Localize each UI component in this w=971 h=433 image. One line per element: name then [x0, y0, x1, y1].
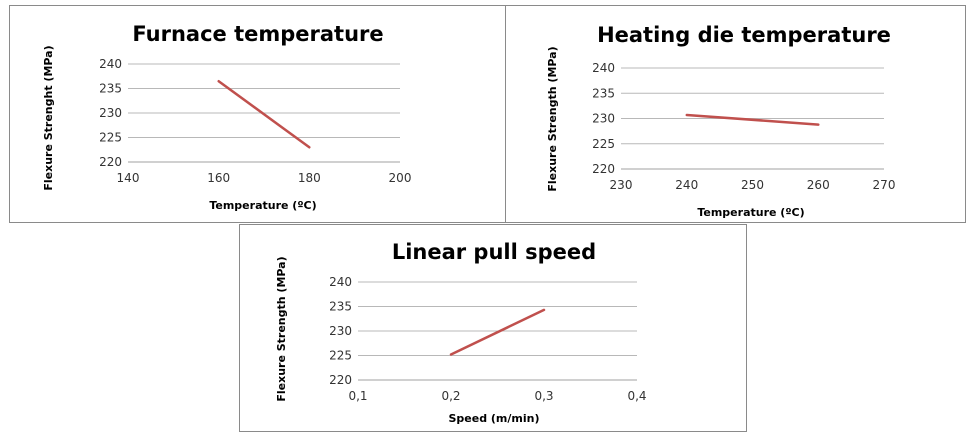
x-tick-label: 250: [741, 178, 764, 192]
y-tick-label: 220: [592, 162, 615, 176]
y-tick-label: 230: [99, 106, 122, 120]
y-tick-label: 240: [99, 57, 122, 71]
x-tick-label: 180: [298, 171, 321, 185]
x-tick-label: 240: [675, 178, 698, 192]
plot-area: 220 225 230 235 240 230 240 250 260 270: [592, 61, 895, 192]
plot-area: 220 225 230 235 240 0,1 0,2 0,3 0,4: [329, 275, 646, 403]
chart-panel-heating-die-temperature: Heating die temperature Flexure Strength…: [505, 5, 966, 223]
x-tick-label: 270: [873, 178, 896, 192]
chart-title: Linear pull speed: [392, 240, 596, 264]
x-axis-label: Temperature (ºC): [697, 206, 804, 219]
y-tick-label: 220: [329, 373, 352, 387]
x-tick-label: 0,4: [627, 389, 646, 403]
y-tick-label: 240: [592, 61, 615, 75]
chart-panel-furnace-temperature: Furnace temperature Flexure Strenght (MP…: [9, 5, 506, 223]
y-tick-label: 230: [329, 324, 352, 338]
x-tick-label: 0,1: [348, 389, 367, 403]
chart-panel-linear-pull-speed: Linear pull speed Flexure Strength (MPa)…: [239, 224, 747, 432]
chart-linear-pull-speed: Linear pull speed Flexure Strength (MPa)…: [275, 240, 647, 425]
series-line: [685, 113, 820, 126]
y-tick-label: 240: [329, 275, 352, 289]
y-tick-label: 225: [592, 137, 615, 151]
chart-title: Furnace temperature: [132, 22, 383, 46]
y-tick-label: 235: [329, 300, 352, 314]
series-line: [217, 79, 311, 149]
x-tick-label: 230: [610, 178, 633, 192]
x-tick-label: 140: [117, 171, 140, 185]
x-axis-label: Temperature (ºC): [209, 199, 316, 212]
chart-furnace-temperature: Furnace temperature Flexure Strenght (MP…: [42, 22, 411, 212]
plot-area: 220 225 230 235 240 140 160 180 200: [99, 57, 411, 185]
y-tick-label: 230: [592, 112, 615, 126]
series-line: [449, 308, 546, 356]
chart-title: Heating die temperature: [597, 23, 891, 47]
y-axis-label: Flexure Strenght (MPa): [42, 45, 55, 190]
y-axis-label: Flexure Strength (MPa): [546, 46, 559, 191]
x-tick-label: 0,3: [534, 389, 553, 403]
y-tick-label: 220: [99, 155, 122, 169]
y-tick-label: 225: [329, 349, 352, 363]
x-tick-label: 160: [207, 171, 230, 185]
x-tick-label: 200: [389, 171, 412, 185]
y-axis-label: Flexure Strength (MPa): [275, 256, 288, 401]
x-tick-label: 0,2: [441, 389, 460, 403]
x-tick-label: 260: [807, 178, 830, 192]
y-tick-label: 225: [99, 131, 122, 145]
x-axis-label: Speed (m/min): [448, 412, 539, 425]
chart-heating-die-temperature: Heating die temperature Flexure Strength…: [546, 23, 895, 219]
y-tick-label: 235: [592, 86, 615, 100]
y-tick-label: 235: [99, 82, 122, 96]
